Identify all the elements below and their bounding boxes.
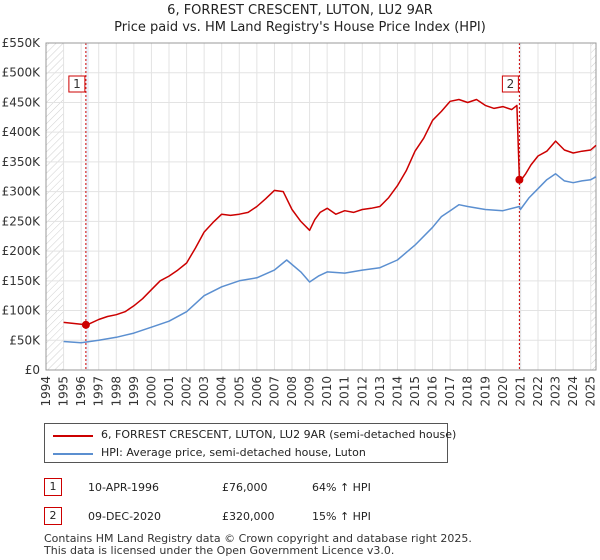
- x-tick-label: 1996: [74, 376, 88, 407]
- legend: 6, FORREST CRESCENT, LUTON, LU2 9AR (sem…: [44, 423, 456, 463]
- transaction-hpi: 64% ↑ HPI: [312, 481, 371, 494]
- x-tick-label: 2019: [478, 376, 492, 407]
- y-tick-label: £300K: [2, 185, 42, 199]
- x-tick-label: 2004: [215, 376, 229, 407]
- x-tick-label: 2023: [549, 376, 563, 407]
- x-tick-label: 2016: [426, 376, 440, 407]
- legend-label-property: 6, FORREST CRESCENT, LUTON, LU2 9AR (sem…: [101, 428, 457, 441]
- x-tick-label: 2020: [496, 376, 510, 407]
- price-chart: £0 £50K £100K £150K £200K £250K £300K £350K £400…: [2, 36, 598, 407]
- x-tick-label: 2007: [267, 376, 281, 407]
- x-tick-label: 2014: [390, 376, 404, 407]
- x-tick-label: 2002: [180, 376, 194, 407]
- transaction-price: £320,000: [222, 510, 275, 523]
- x-tick-label: 2012: [355, 376, 369, 407]
- plot-frame: [45, 42, 597, 371]
- y-tick-label: £250K: [2, 214, 42, 228]
- legend-swatch-property: [53, 435, 93, 437]
- y-tick-label: £100K: [2, 304, 42, 318]
- transaction-date: 10-APR-1996: [88, 481, 160, 494]
- series-line-hpi: [63, 173, 597, 344]
- transaction-badge: 1: [44, 478, 62, 496]
- y-tick-label: £0: [25, 363, 40, 377]
- x-tick-label: 2005: [232, 376, 246, 407]
- y-tick-label: £150K: [2, 274, 42, 288]
- transaction-date: 09-DEC-2020: [88, 510, 162, 523]
- y-tick-label: £450K: [2, 95, 42, 109]
- footer-copyright: Contains HM Land Registry data © Crown c…: [44, 532, 472, 545]
- x-tick-label: 2000: [144, 376, 158, 407]
- y-tick-label: £200K: [2, 244, 42, 258]
- sale-band: [85, 43, 89, 370]
- x-tick-label: 2010: [320, 376, 334, 407]
- footer-licence: This data is licensed under the Open Gov…: [44, 544, 395, 557]
- x-tick-label: 2009: [303, 376, 317, 407]
- plot-area: [46, 43, 596, 370]
- y-tick-label: £550K: [2, 36, 42, 50]
- legend-label-hpi: HPI: Average price, semi-detached house,…: [101, 446, 366, 459]
- sale-marker-label: 1: [73, 77, 81, 91]
- x-tick-label: 2008: [285, 376, 299, 407]
- sale-point: [515, 175, 524, 184]
- x-tick-label: 1998: [109, 376, 123, 407]
- sale-marker-box: [501, 75, 519, 93]
- x-tick-label: 2018: [461, 376, 475, 407]
- transaction-row: 1 10-APR-1996 £76,000 64% ↑ HPI: [0, 478, 600, 500]
- x-tick-label: 1999: [127, 376, 141, 407]
- y-tick-label: £50K: [9, 333, 41, 347]
- chart-subtitle: Price paid vs. HM Land Registry's House …: [114, 20, 486, 35]
- x-tick-label: 2013: [373, 376, 387, 407]
- x-tick-label: 2025: [584, 376, 598, 407]
- x-tick-label: 2024: [566, 376, 580, 407]
- x-tick-label: 2022: [531, 376, 545, 407]
- x-tick-label: 2021: [513, 376, 527, 407]
- chart-title: 6, FORREST CRESCENT, LUTON, LU2 9AR: [167, 3, 433, 18]
- y-tick-label: £500K: [2, 66, 42, 80]
- x-tick-label: 2015: [408, 376, 422, 407]
- transaction-hpi: 15% ↑ HPI: [312, 510, 371, 523]
- sale-marker-box: [68, 75, 86, 93]
- sale-point: [81, 320, 90, 329]
- sale-marker-label: 2: [507, 77, 515, 91]
- hatched-region: [590, 43, 596, 370]
- x-tick-label: 2001: [162, 376, 176, 407]
- x-tick-label: 2011: [338, 376, 352, 407]
- hatched-region: [46, 43, 64, 370]
- y-tick-label: £400K: [2, 125, 42, 139]
- legend-swatch-hpi: [53, 453, 93, 455]
- transaction-row: 2 09-DEC-2020 £320,000 15% ↑ HPI: [0, 507, 600, 529]
- transaction-badge: 2: [44, 507, 62, 525]
- x-tick-label: 2006: [250, 376, 264, 407]
- x-tick-label: 2017: [443, 376, 457, 407]
- x-tick-label: 1994: [39, 376, 53, 407]
- x-tick-label: 1997: [92, 376, 106, 407]
- x-tick-label: 1995: [57, 376, 71, 407]
- x-tick-label: 2003: [197, 376, 211, 407]
- transaction-price: £76,000: [222, 481, 268, 494]
- y-tick-label: £350K: [2, 155, 42, 169]
